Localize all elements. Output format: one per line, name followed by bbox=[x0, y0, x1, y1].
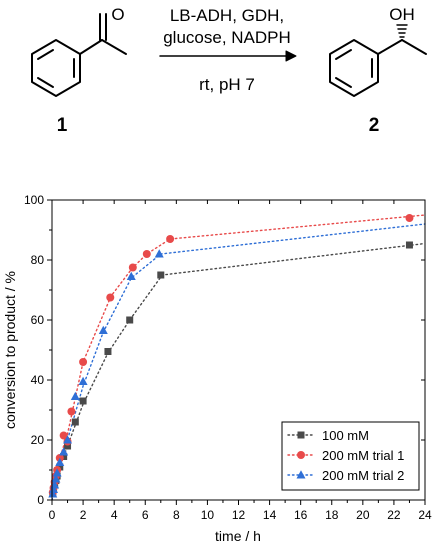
x-tick-label: 20 bbox=[356, 508, 370, 522]
reaction-scheme bbox=[31, 13, 427, 97]
x-tick-label: 10 bbox=[201, 508, 215, 522]
x-tick-label: 0 bbox=[49, 508, 56, 522]
data-point bbox=[157, 271, 165, 279]
data-point bbox=[60, 453, 68, 460]
data-point bbox=[48, 489, 58, 498]
data-point bbox=[166, 235, 175, 243]
data-point bbox=[98, 325, 108, 334]
x-tick-label: 4 bbox=[111, 508, 118, 522]
y-tick-label: 80 bbox=[31, 253, 45, 267]
y-axis-label: conversion to product / % bbox=[2, 271, 18, 429]
oxygen-label: O bbox=[111, 5, 124, 24]
data-point bbox=[59, 431, 68, 440]
data-point bbox=[405, 214, 414, 222]
x-tick-label: 22 bbox=[387, 508, 401, 522]
data-point bbox=[104, 348, 112, 355]
y-tick-label: 0 bbox=[37, 493, 44, 507]
data-point bbox=[67, 407, 76, 416]
data-point bbox=[59, 447, 69, 456]
series-3-markers bbox=[48, 249, 164, 498]
data-point bbox=[106, 293, 115, 302]
data-point bbox=[70, 391, 80, 400]
hydroxyl-label: OH bbox=[389, 5, 415, 24]
conditions-line-2: glucose, NADPH bbox=[163, 28, 291, 47]
data-point bbox=[64, 442, 72, 450]
data-point bbox=[128, 263, 137, 272]
legend: 100 mM 200 mM trial 1 200 mM trial 2 bbox=[281, 421, 420, 491]
y-tick-label: 40 bbox=[31, 373, 45, 387]
legend-marker bbox=[296, 470, 306, 479]
data-point bbox=[79, 397, 87, 405]
acetophenone-structure bbox=[31, 13, 127, 97]
data-point bbox=[55, 457, 65, 466]
data-point bbox=[71, 418, 79, 426]
data-point bbox=[79, 358, 88, 366]
x-axis-label: time / h bbox=[215, 528, 261, 544]
x-tick-label: 2 bbox=[80, 508, 87, 522]
compound-1-label: 1 bbox=[57, 115, 68, 136]
data-point bbox=[52, 468, 62, 477]
x-axis-ticks: 0 2 4 6 8 10 12 14 16 18 20 22 24 bbox=[49, 200, 432, 522]
conditions-line-1: LB-ADH, GDH, bbox=[170, 6, 284, 25]
legend-marker bbox=[297, 451, 305, 459]
data-point bbox=[78, 376, 88, 385]
data-point bbox=[49, 484, 59, 493]
y-axis-ticks: 0 20 40 60 80 100 bbox=[24, 193, 425, 507]
x-tick-label: 14 bbox=[263, 508, 277, 522]
legend-marker bbox=[297, 431, 305, 439]
data-point bbox=[142, 250, 151, 258]
data-point bbox=[126, 316, 134, 324]
data-point bbox=[63, 435, 73, 444]
data-markers bbox=[48, 214, 414, 498]
data-point bbox=[51, 474, 61, 483]
reaction-arrow bbox=[159, 50, 297, 62]
conditions-line-3: rt, pH 7 bbox=[199, 75, 255, 94]
y-tick-label: 20 bbox=[31, 433, 45, 447]
x-tick-label: 6 bbox=[142, 508, 149, 522]
hashed-wedge-bond bbox=[396, 24, 408, 38]
phenylethanol-structure bbox=[329, 24, 427, 97]
data-point bbox=[154, 249, 164, 258]
x-tick-label: 24 bbox=[418, 508, 432, 522]
legend-label: 200 mM trial 1 bbox=[322, 448, 404, 463]
x-tick-label: 8 bbox=[173, 508, 180, 522]
legend-label: 100 mM bbox=[322, 428, 369, 443]
x-tick-label: 18 bbox=[325, 508, 339, 522]
x-tick-label: 12 bbox=[232, 508, 246, 522]
data-point bbox=[405, 241, 413, 249]
compound-2-label: 2 bbox=[369, 115, 380, 136]
x-tick-label: 16 bbox=[294, 508, 308, 522]
legend-label: 200 mM trial 2 bbox=[322, 468, 404, 483]
y-tick-label: 100 bbox=[24, 193, 44, 207]
data-point bbox=[126, 271, 136, 280]
y-tick-label: 60 bbox=[31, 313, 45, 327]
